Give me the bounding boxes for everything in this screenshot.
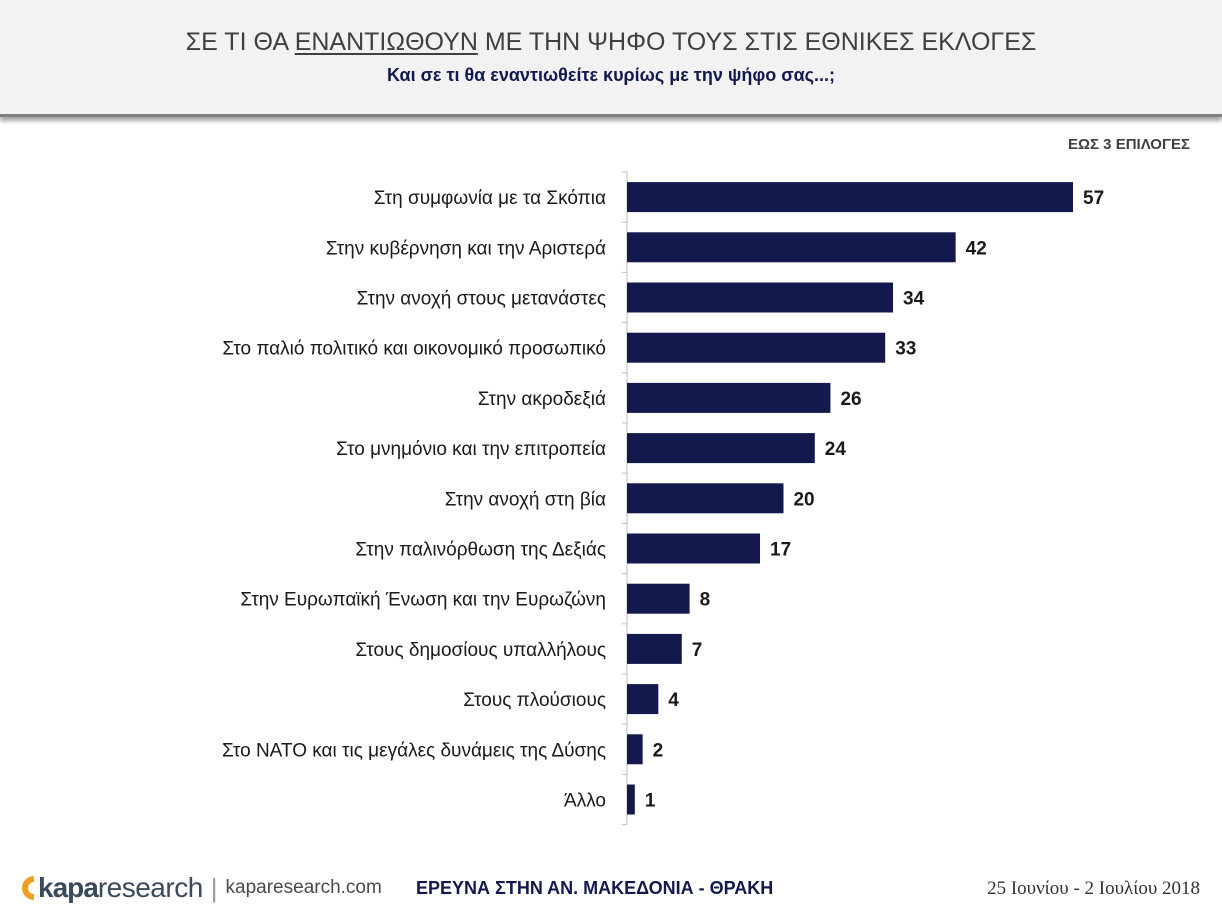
category-label: Άλλο bbox=[564, 791, 606, 812]
value-label: 8 bbox=[700, 590, 711, 611]
bar bbox=[627, 433, 815, 464]
value-label: 57 bbox=[1083, 188, 1104, 209]
bar bbox=[627, 684, 659, 715]
value-label: 4 bbox=[668, 690, 679, 711]
logo-research-text: research bbox=[97, 872, 203, 903]
category-label: Στην κυβέρνηση και την Αριστερά bbox=[326, 238, 606, 259]
company-logo: kapa research | kaparesearch.com bbox=[14, 872, 382, 904]
page-title: ΣΕ ΤΙ ΘΑ ΕΝΑΝΤΙΩΘΟΥΝ ΜΕ ΤΗΝ ΨΗΦΟ ΤΟΥΣ ΣΤ… bbox=[0, 28, 1222, 57]
logo-separator: | bbox=[210, 872, 218, 903]
choices-note: ΕΩΣ 3 ΕΠΙΛΟΓΕΣ bbox=[1067, 136, 1190, 153]
bar bbox=[627, 332, 886, 363]
page-subtitle: Και σε τι θα εναντιωθείτε κυρίως με την … bbox=[386, 65, 836, 85]
survey-region: ΕΡΕΥΝΑ ΣΤΗΝ ΑΝ. ΜΑΚΕΔΟΝΙΑ - ΘΡΑΚΗ bbox=[416, 878, 774, 898]
bar bbox=[627, 232, 956, 263]
value-label: 34 bbox=[903, 289, 925, 310]
category-label: Στη συμφωνία με τα Σκόπια bbox=[374, 188, 606, 209]
value-label: 7 bbox=[692, 640, 703, 661]
value-label: 26 bbox=[840, 389, 861, 410]
bar bbox=[627, 533, 761, 564]
bar bbox=[627, 282, 894, 313]
survey-date: 25 Ιουνίου - 2 Ιουλίου 2018 bbox=[987, 878, 1200, 899]
logo-kapa-text: kapa bbox=[38, 872, 99, 903]
category-label: Στους δημοσίους υπαλλήλους bbox=[355, 640, 606, 661]
category-label: Στο μνημόνιο και την επιτροπεία bbox=[336, 439, 606, 460]
value-label: 17 bbox=[770, 540, 791, 561]
bar bbox=[627, 784, 635, 815]
website-link[interactable]: kaparesearch.com bbox=[225, 877, 382, 898]
bar bbox=[627, 382, 831, 413]
category-label: Στην ακροδεξιά bbox=[478, 389, 606, 410]
value-label: 20 bbox=[793, 489, 814, 510]
category-label: Στους πλούσιους bbox=[463, 690, 606, 711]
category-label: Στην ανοχή στους μετανάστες bbox=[357, 289, 606, 310]
value-label: 1 bbox=[645, 791, 656, 812]
title-prefix: ΣΕ ΤΙ ΘΑ bbox=[185, 28, 295, 56]
bar bbox=[627, 483, 784, 514]
value-label: 2 bbox=[653, 740, 664, 761]
bar bbox=[627, 734, 643, 765]
header-band: ΣΕ ΤΙ ΘΑ ΕΝΑΝΤΙΩΘΟΥΝ ΜΕ ΤΗΝ ΨΗΦΟ ΤΟΥΣ ΣΤ… bbox=[0, 0, 1222, 117]
category-label: Στο παλιό πολιτικό και οικονομικό προσωπ… bbox=[222, 339, 606, 360]
category-label: Στην ανοχή στη βία bbox=[445, 489, 606, 510]
value-label: 42 bbox=[966, 238, 987, 259]
title-underlined-word: ΕΝΑΝΤΙΩΘΟΥΝ bbox=[294, 28, 478, 56]
bar bbox=[627, 583, 690, 614]
bar bbox=[627, 182, 1073, 213]
title-suffix: ΜΕ ΤΗΝ ΨΗΦΟ ΤΟΥΣ ΣΤΙΣ ΕΘΝΙΚΕΣ ΕΚΛΟΓΕΣ bbox=[477, 28, 1037, 56]
kapa-logo-icon bbox=[22, 876, 34, 900]
value-label: 33 bbox=[895, 339, 916, 360]
category-label: Στο ΝΑΤΟ και τις μεγάλες δυνάμεις της Δύ… bbox=[222, 740, 606, 761]
value-label: 24 bbox=[825, 439, 847, 460]
bar bbox=[627, 633, 682, 664]
category-label: Στην παλινόρθωση της Δεξιάς bbox=[355, 540, 606, 561]
category-label: Στην Ευρωπαϊκή Ένωση και την Ευρωζώνη bbox=[240, 590, 606, 611]
